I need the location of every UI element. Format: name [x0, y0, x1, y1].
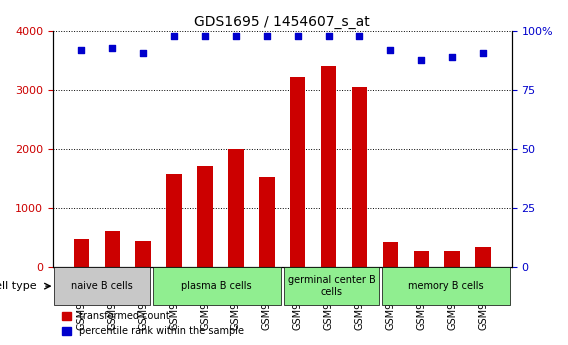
Legend: transformed count, percentile rank within the sample: transformed count, percentile rank withi… — [58, 307, 248, 340]
Point — [139, 50, 148, 56]
Bar — [321, 66, 336, 267]
Bar — [166, 174, 182, 267]
Bar — [74, 239, 89, 267]
Bar — [383, 242, 398, 267]
Text: memory B cells: memory B cells — [408, 281, 484, 291]
Text: naive B cells: naive B cells — [71, 281, 133, 291]
Point — [355, 33, 364, 39]
Point — [478, 50, 487, 56]
Bar — [444, 251, 460, 267]
Text: plasma B cells: plasma B cells — [181, 281, 252, 291]
Text: cell type: cell type — [0, 281, 36, 291]
FancyBboxPatch shape — [284, 267, 379, 305]
Bar — [352, 87, 367, 267]
Bar — [475, 247, 491, 267]
Point — [262, 33, 272, 39]
FancyBboxPatch shape — [153, 267, 281, 305]
FancyBboxPatch shape — [382, 267, 510, 305]
Bar — [290, 77, 306, 267]
Bar — [136, 240, 151, 267]
Point — [108, 45, 117, 51]
Title: GDS1695 / 1454607_s_at: GDS1695 / 1454607_s_at — [194, 15, 370, 29]
Point — [386, 48, 395, 53]
Point — [293, 33, 302, 39]
Bar — [259, 177, 274, 267]
Bar — [197, 166, 213, 267]
Bar — [228, 149, 244, 267]
Point — [231, 33, 240, 39]
Point — [417, 57, 426, 62]
FancyBboxPatch shape — [55, 267, 149, 305]
Point — [448, 55, 457, 60]
Point — [170, 33, 179, 39]
Point — [201, 33, 210, 39]
Point — [324, 33, 333, 39]
Bar — [105, 230, 120, 267]
Bar — [414, 251, 429, 267]
Text: germinal center B
cells: germinal center B cells — [287, 275, 375, 297]
Point — [77, 48, 86, 53]
